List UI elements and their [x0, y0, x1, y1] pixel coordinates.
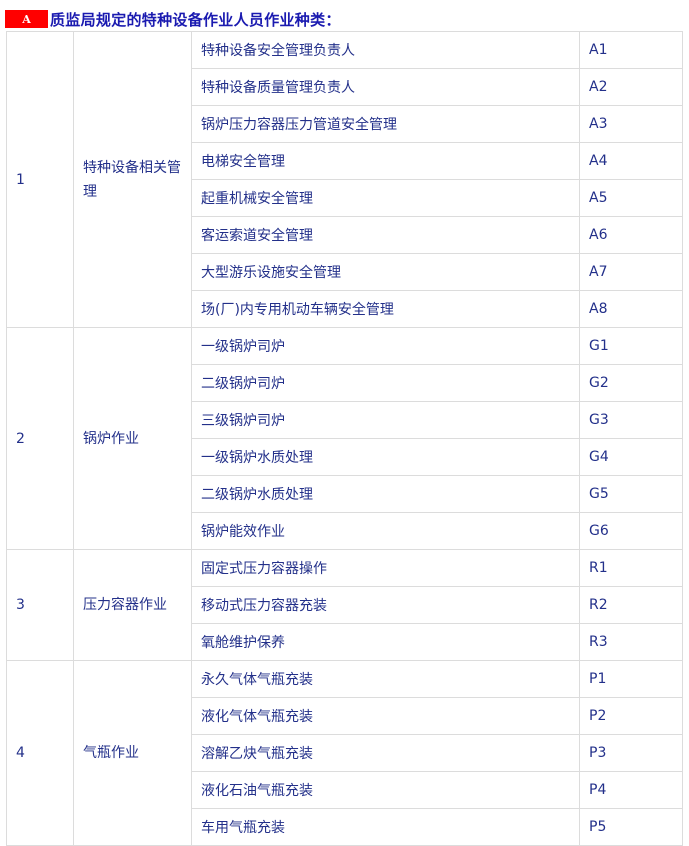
item-code: G5 [579, 475, 683, 513]
item-name: 永久气体气瓶充装 [191, 660, 580, 698]
item-code: A2 [579, 68, 683, 106]
item-name: 移动式压力容器充装 [191, 586, 580, 624]
table-row: 二级锅炉水质处理 G5 [7, 475, 683, 513]
item-code: P5 [579, 808, 683, 846]
item-code: A5 [579, 179, 683, 217]
group-number: 3 [6, 549, 74, 661]
table-row: 锅炉能效作业 G6 [7, 512, 683, 550]
group-name: 特种设备相关管理 [73, 31, 192, 328]
table-row: 场(厂)内专用机动车辆安全管理 A8 [7, 290, 683, 328]
item-code: R3 [579, 623, 683, 661]
item-code: A3 [579, 105, 683, 143]
item-name: 车用气瓶充装 [191, 808, 580, 846]
table-row: 液化气体气瓶充装 P2 [7, 697, 683, 735]
operator-category-table: 1 特种设备相关管理 特种设备安全管理负责人 A1 特种设备质量管理负责人 A2 锅炉压力容… [6, 31, 683, 846]
item-code: G2 [579, 364, 683, 402]
item-name: 液化石油气瓶充装 [191, 771, 580, 809]
item-code: P4 [579, 771, 683, 809]
table-row: 液化石油气瓶充装 P4 [7, 771, 683, 809]
table-row: 氧舱维护保养 R3 [7, 623, 683, 661]
item-code: P1 [579, 660, 683, 698]
item-name: 液化气体气瓶充装 [191, 697, 580, 735]
item-code: A7 [579, 253, 683, 291]
item-name: 固定式压力容器操作 [191, 549, 580, 587]
table-row: 锅炉压力容器压力管道安全管理 A3 [7, 105, 683, 143]
item-code: A1 [579, 31, 683, 69]
section-title: 质监局规定的特种设备作业人员作业种类： [50, 10, 341, 29]
section-badge: A [5, 10, 48, 28]
table-row: 客运索道安全管理 A6 [7, 216, 683, 254]
group-name: 锅炉作业 [73, 327, 192, 550]
item-name: 二级锅炉司炉 [191, 364, 580, 402]
item-name: 电梯安全管理 [191, 142, 580, 180]
item-name: 溶解乙炔气瓶充装 [191, 734, 580, 772]
table-row: 3 压力容器作业 固定式压力容器操作 R1 [6, 549, 683, 661]
item-name: 一级锅炉水质处理 [191, 438, 580, 476]
item-code: G1 [579, 327, 683, 365]
table-row: 大型游乐设施安全管理 A7 [7, 253, 683, 291]
table-row: 二级锅炉司炉 G2 [7, 364, 683, 402]
table-row: 特种设备质量管理负责人 A2 [7, 68, 683, 106]
item-code: A4 [579, 142, 683, 180]
table-row: 1 特种设备相关管理 特种设备安全管理负责人 A1 [6, 31, 683, 328]
table-row: 2 锅炉作业 一级锅炉司炉 G1 [6, 327, 683, 550]
item-code: A8 [579, 290, 683, 328]
table-row: 4 气瓶作业 永久气体气瓶充装 P1 [6, 660, 683, 846]
item-name: 一级锅炉司炉 [191, 327, 580, 365]
group-number: 1 [6, 31, 74, 328]
item-name: 锅炉压力容器压力管道安全管理 [191, 105, 580, 143]
item-name: 三级锅炉司炉 [191, 401, 580, 439]
item-code: P3 [579, 734, 683, 772]
item-name: 客运索道安全管理 [191, 216, 580, 254]
item-name: 起重机械安全管理 [191, 179, 580, 217]
table-row: 溶解乙炔气瓶充装 P3 [7, 734, 683, 772]
item-name: 特种设备安全管理负责人 [191, 31, 580, 69]
item-code: A6 [579, 216, 683, 254]
section-heading: A 质监局规定的特种设备作业人员作业种类： [5, 9, 341, 29]
item-code: G3 [579, 401, 683, 439]
item-code: P2 [579, 697, 683, 735]
group-name: 压力容器作业 [73, 549, 192, 661]
item-code: R1 [579, 549, 683, 587]
group-number: 2 [6, 327, 74, 550]
item-code: G6 [579, 512, 683, 550]
item-name: 锅炉能效作业 [191, 512, 580, 550]
table-row: 三级锅炉司炉 G3 [7, 401, 683, 439]
table-row: 电梯安全管理 A4 [7, 142, 683, 180]
item-name: 场(厂)内专用机动车辆安全管理 [191, 290, 580, 328]
group-number: 4 [6, 660, 74, 846]
item-name: 大型游乐设施安全管理 [191, 253, 580, 291]
item-name: 氧舱维护保养 [191, 623, 580, 661]
table-row: 移动式压力容器充装 R2 [7, 586, 683, 624]
item-name: 二级锅炉水质处理 [191, 475, 580, 513]
table-row: 起重机械安全管理 A5 [7, 179, 683, 217]
group-name: 气瓶作业 [73, 660, 192, 846]
item-name: 特种设备质量管理负责人 [191, 68, 580, 106]
item-code: R2 [579, 586, 683, 624]
item-code: G4 [579, 438, 683, 476]
